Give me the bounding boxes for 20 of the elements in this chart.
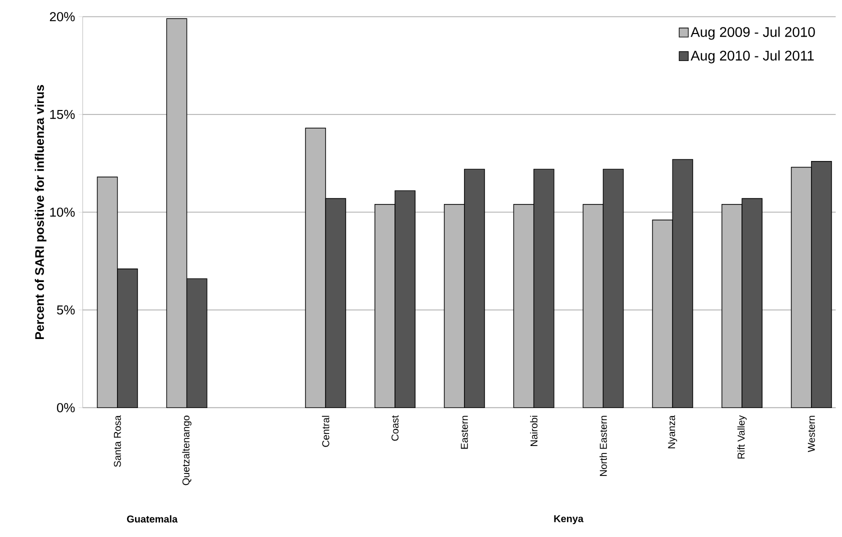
text: Kenya [554,515,584,524]
y-tick-label: 10% [50,208,75,217]
x-tick-label: Eastern [460,416,468,449]
y-axis-title: Percent of SARI positive for influenza virus [34,85,46,340]
y-tick-label: 5% [56,305,75,315]
x-tick-label: Nairobi [530,416,538,446]
x-tick-label: Nyanza [668,415,678,448]
y-tick-label: 15% [50,110,75,119]
x-tick-label: Quetzaltenango [182,416,192,486]
x-tick-label: Rift Valley [737,415,747,459]
legend-label: Aug 2009 - Jul 2010 [690,26,815,40]
legend-label: Aug 2010 - Jul 2011 [690,50,814,64]
text: Guatemala [127,515,178,523]
y-tick-label: 20% [50,12,75,22]
x-tick-label: Santa Rosa [114,415,121,467]
y-tick-label: 0% [56,403,75,412]
x-tick-label: Western [808,416,815,452]
x-tick-label: North Eastern [600,416,607,476]
x-tick-label: Central [322,416,330,447]
x-tick-label: Coast [391,415,399,441]
